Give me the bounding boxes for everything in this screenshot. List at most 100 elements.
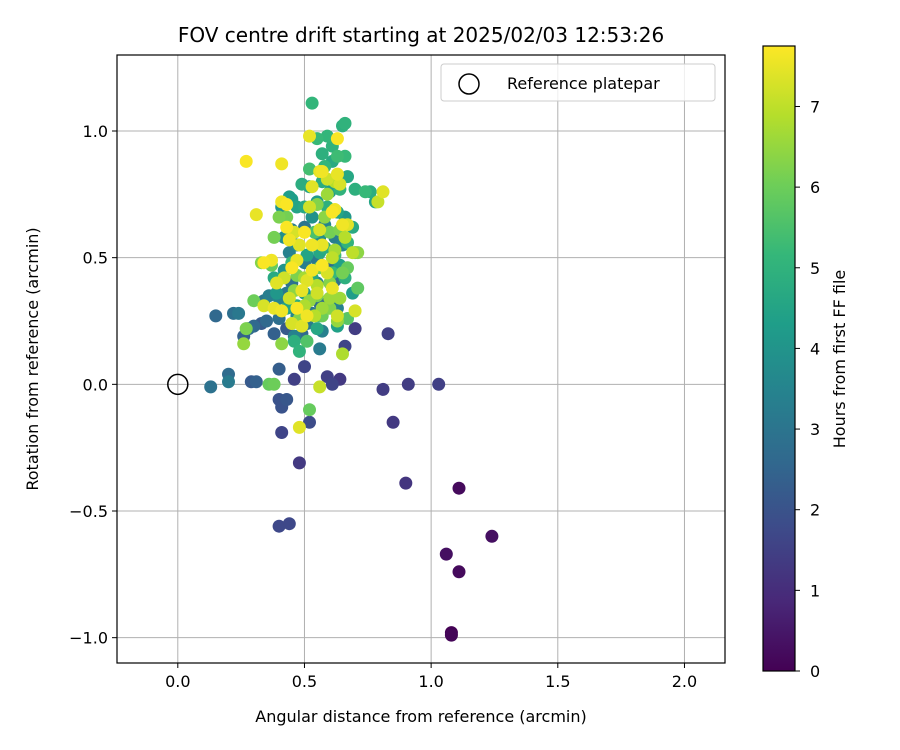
data-point: [270, 276, 284, 290]
x-axis-label: Angular distance from reference (arcmin): [255, 707, 586, 726]
data-point: [290, 301, 304, 315]
colorbar-label: Hours from first FF file: [830, 270, 849, 449]
data-point: [298, 360, 311, 374]
data-point: [305, 210, 319, 224]
legend-box: [440, 63, 716, 102]
data-point: [432, 377, 446, 391]
data-point: [275, 304, 289, 318]
data-point: [320, 129, 334, 143]
data-point: [399, 476, 413, 490]
data-point: [247, 294, 261, 308]
data-point: [336, 218, 349, 232]
legend: Reference platepar: [440, 63, 716, 102]
data-point: [272, 210, 286, 224]
y-axis-ticks: −1.0 −0.5 0.0 0.5 1.0: [69, 122, 117, 648]
data-point: [222, 375, 235, 389]
data-point: [452, 481, 466, 495]
colorbar-tick-label: 5: [810, 259, 820, 278]
legend-label-reference: Reference platepar: [507, 74, 660, 93]
data-point: [300, 309, 314, 323]
data-point: [376, 185, 390, 199]
colorbar-ticks: 0 1 2 3 4 5 6 7: [795, 97, 820, 681]
data-point: [323, 225, 337, 239]
data-point: [333, 177, 347, 191]
data-point: [303, 415, 316, 429]
data-point: [239, 154, 253, 168]
data-point: [315, 258, 329, 272]
data-point: [272, 519, 286, 533]
data-point: [300, 334, 314, 348]
colorbar-tick-label: 0: [810, 662, 820, 681]
colorbar-tick-label: 3: [810, 420, 820, 439]
x-tick-label: 1.0: [418, 672, 443, 691]
data-point: [295, 319, 309, 333]
data-point: [303, 162, 316, 176]
y-tick-label: 0.5: [83, 249, 108, 268]
data-point: [348, 182, 362, 196]
data-point: [315, 147, 329, 161]
data-point: [303, 129, 316, 143]
data-point: [249, 375, 263, 389]
data-point: [320, 187, 334, 201]
colorbar-tick-label: 2: [810, 501, 820, 520]
data-point: [376, 382, 390, 396]
data-point: [305, 96, 319, 110]
data-point: [295, 284, 309, 298]
data-point: [338, 116, 352, 130]
data-point: [348, 304, 362, 318]
data-point: [303, 403, 316, 417]
data-point: [358, 185, 372, 199]
data-point: [325, 281, 339, 295]
x-tick-label: 0.5: [292, 672, 317, 691]
gridlines: [117, 55, 725, 663]
data-point: [275, 157, 289, 171]
y-tick-label: −1.0: [69, 629, 108, 648]
data-point: [401, 377, 415, 391]
data-point: [239, 322, 253, 336]
data-point: [313, 223, 327, 237]
data-point: [267, 327, 281, 341]
data-point: [270, 286, 284, 300]
data-point: [275, 426, 289, 439]
data-point: [315, 238, 329, 252]
data-point: [338, 230, 352, 244]
colorbar-tick-label: 4: [810, 339, 820, 358]
data-point: [313, 380, 327, 394]
data-point: [282, 517, 296, 531]
y-tick-label: 0.0: [83, 375, 108, 394]
data-point: [292, 344, 306, 358]
data-point: [303, 200, 316, 214]
data-point: [249, 208, 263, 222]
data-point: [305, 263, 319, 277]
legend-marker-reference: [458, 73, 480, 95]
data-point: [313, 342, 327, 356]
data-point: [452, 565, 466, 579]
data-point: [310, 286, 324, 300]
data-point: [351, 281, 365, 295]
data-point: [282, 233, 296, 247]
data-point: [272, 362, 286, 376]
data-point: [300, 248, 314, 262]
y-tick-label: 1.0: [83, 122, 108, 141]
data-point: [285, 317, 299, 330]
y-tick-label: −0.5: [69, 502, 108, 521]
data-point: [310, 322, 324, 336]
data-point: [287, 372, 301, 386]
data-point: [285, 261, 299, 275]
data-point: [282, 291, 296, 305]
data-point: [381, 327, 395, 341]
data-point: [204, 380, 218, 394]
data-point: [336, 347, 349, 361]
data-points: [167, 96, 499, 642]
data-point: [330, 132, 344, 146]
x-tick-label: 0.0: [165, 672, 190, 691]
data-point: [257, 256, 271, 270]
data-point: [267, 377, 281, 391]
data-point: [315, 165, 329, 178]
reference-platepar-marker: [167, 373, 189, 396]
data-point: [485, 529, 499, 543]
data-point: [305, 238, 319, 252]
data-point: [330, 309, 344, 323]
plot-frame: [116, 54, 726, 664]
data-point: [333, 291, 347, 305]
